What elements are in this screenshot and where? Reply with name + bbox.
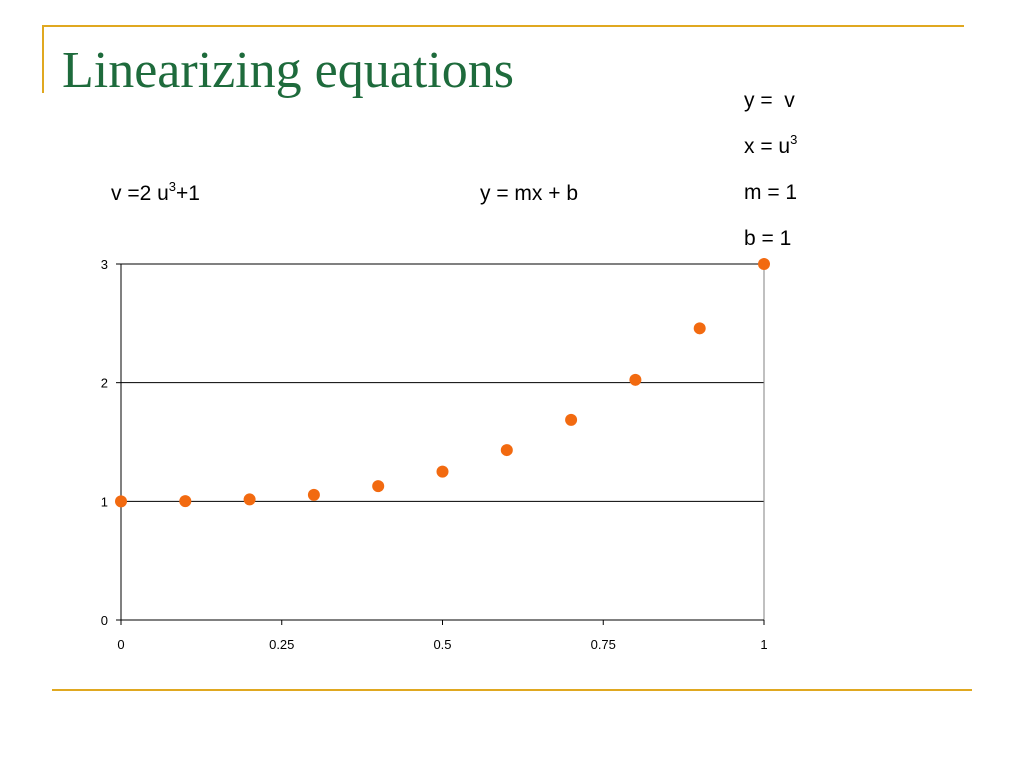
- data-point-0-3: [307, 488, 320, 501]
- x-tick-label-0.25: 0.25: [269, 637, 294, 652]
- data-point-0-10: [758, 258, 770, 270]
- y-tick-label-2: 2: [101, 376, 108, 391]
- linear-equation: y = mx + b: [480, 182, 579, 205]
- left-accent-line: [42, 25, 44, 93]
- slide-title: Linearizing equations: [62, 42, 514, 99]
- data-point-0-8: [629, 373, 642, 386]
- x-tick-label-0.5: 0.5: [433, 637, 451, 652]
- y-tick-label-3: 3: [101, 257, 108, 272]
- data-point-0-4: [372, 480, 385, 493]
- substitution-x: x = u3: [744, 133, 797, 158]
- substitution-y: y = v: [744, 89, 795, 112]
- x-tick-label-0.75: 0.75: [591, 637, 616, 652]
- data-point-0-9: [693, 322, 706, 335]
- chart-gridlines: [121, 263, 764, 502]
- data-point-0-7: [565, 413, 578, 426]
- substitution-b: b = 1: [744, 227, 792, 250]
- substitution-m: m = 1: [744, 181, 798, 204]
- chart-ticks: [116, 263, 765, 625]
- original-equation-exponent: 3: [168, 179, 177, 194]
- data-point-0-1: [179, 495, 192, 508]
- x-tick-label-0: 0: [117, 637, 124, 652]
- data-point-0-5: [436, 465, 449, 478]
- bottom-accent-line: [52, 689, 972, 691]
- y-tick-label-0: 0: [101, 613, 108, 628]
- substitution-x-base: x = u: [744, 135, 791, 158]
- top-accent-line: [42, 25, 964, 27]
- chart-points: [115, 258, 770, 508]
- substitution-x-exponent: 3: [790, 132, 798, 147]
- chart-axes: [116, 264, 765, 625]
- data-point-0-2: [243, 493, 256, 506]
- original-equation-tail: +1: [176, 182, 200, 205]
- original-equation: v =2 u3+1: [111, 180, 200, 205]
- chart-tick-labels: 0 1 2 3 0 0.25 0.5 0.75 1: [101, 257, 768, 652]
- data-point-0-0: [115, 495, 127, 508]
- data-point-0-6: [500, 444, 513, 457]
- y-tick-label-1: 1: [101, 494, 108, 509]
- original-equation-base: v =2 u: [111, 182, 169, 205]
- x-tick-label-1: 1: [760, 637, 767, 652]
